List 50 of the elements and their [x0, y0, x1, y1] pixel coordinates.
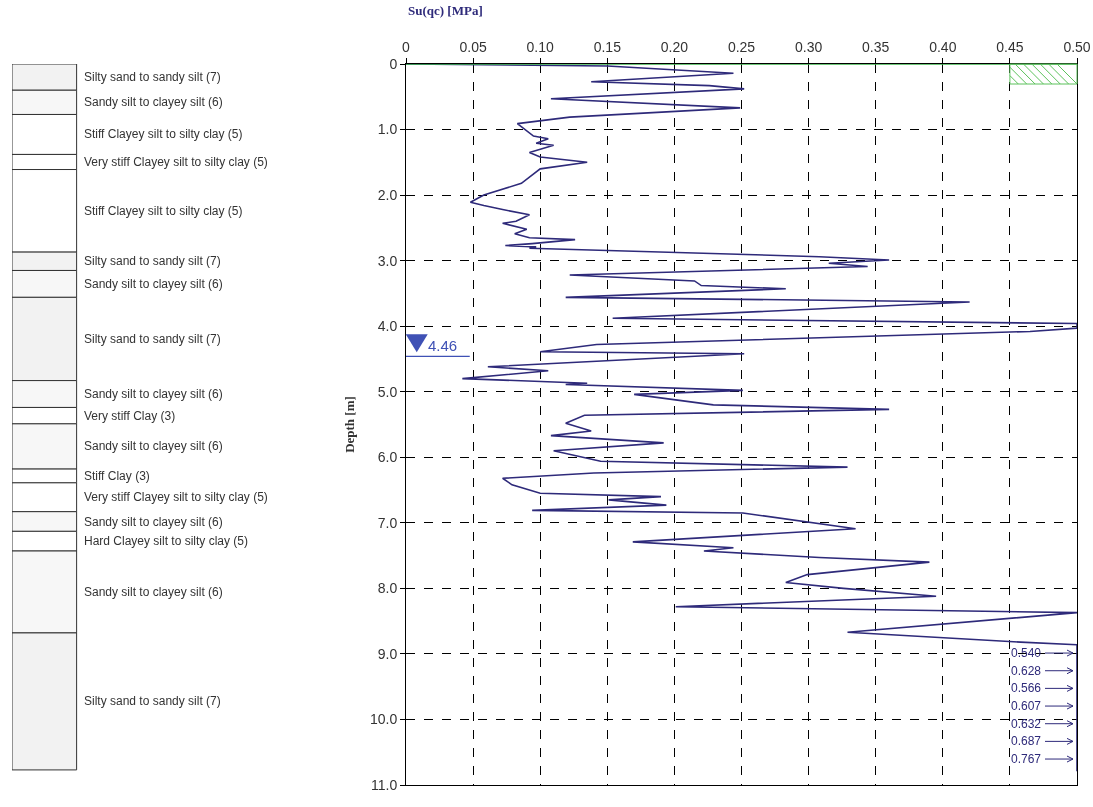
annotation: 0.767: [1011, 752, 1042, 766]
series-label: Silty sand to sandy silt (7): [84, 332, 221, 346]
y-tick-label: 6.0: [377, 449, 398, 466]
series-label: Very stiff Clayey silt to silty clay (5): [84, 155, 268, 169]
series-label: Silty sand to sandy silt (7): [84, 694, 221, 708]
y-tick-label: 3.0: [377, 252, 398, 269]
x-tick-label: 0.50: [1063, 39, 1091, 56]
y-tick-label: 2.0: [377, 186, 398, 203]
y-tick-label: 8.0: [377, 580, 398, 597]
series-label: Sandy silt to clayey silt (6): [84, 277, 223, 291]
ref-line-label: 4.46: [428, 337, 458, 354]
annotation: 0.628: [1011, 664, 1042, 678]
series-label: Stiff Clayey silt to silty clay (5): [84, 204, 243, 218]
x-tick-label: 0.20: [660, 39, 689, 56]
series-label: Sandy silt to clayey silt (6): [84, 439, 223, 453]
series-label: Sandy silt to clayey silt (6): [84, 585, 223, 599]
y-tick-label: 4.0: [377, 318, 398, 335]
y-tick-label: 5.0: [377, 383, 398, 400]
x-tick-label: 0.40: [929, 39, 957, 56]
x-tick-label: 0.15: [593, 39, 622, 56]
annotation: 0.607: [1011, 699, 1042, 713]
annotation: 0.687: [1011, 734, 1042, 748]
series-label: Stiff Clayey silt to silty clay (5): [84, 127, 243, 141]
y-tick-label: 0: [389, 55, 398, 72]
series-label: Sandy silt to clayey silt (6): [84, 387, 223, 401]
y-tick-label: 7.0: [377, 514, 398, 531]
x-tick-label: 0.30: [794, 39, 823, 56]
y-axis-title: Depth [m]: [341, 396, 357, 453]
series-label: Sandy silt to clayey silt (6): [84, 95, 223, 109]
annotation: 0.632: [1011, 717, 1042, 731]
annotation: 0.566: [1011, 681, 1042, 695]
series-label: Sandy silt to clayey silt (6): [84, 515, 223, 529]
y-tick-label: 11.0: [370, 776, 398, 793]
series-label: Very stiff Clay (3): [84, 409, 176, 423]
annotation: 0.540: [1011, 646, 1042, 660]
y-tick-label: 10.0: [369, 711, 398, 728]
x-tick-label: 0.10: [526, 39, 555, 56]
series-label: Very stiff Clayey silt to silty clay (5): [84, 490, 268, 504]
series-label: Silty sand to sandy silt (7): [84, 254, 221, 268]
x-tick-label: 0.25: [727, 39, 756, 56]
x-tick-label: 0: [402, 39, 411, 56]
x-tick-label: 0.45: [996, 39, 1024, 56]
y-tick-label: 1.0: [377, 121, 398, 138]
series-label: Silty sand to sandy silt (7): [84, 70, 221, 84]
x-tick-label: 0.05: [459, 39, 487, 56]
x-axis-title: Su(qc) [MPa]: [408, 3, 483, 18]
x-tick-label: 0.35: [862, 39, 890, 56]
series-label: Stiff Clay (3): [84, 469, 150, 483]
y-tick-label: 9.0: [377, 645, 398, 662]
series-label: Hard Clayey silt to silty clay (5): [84, 534, 249, 548]
